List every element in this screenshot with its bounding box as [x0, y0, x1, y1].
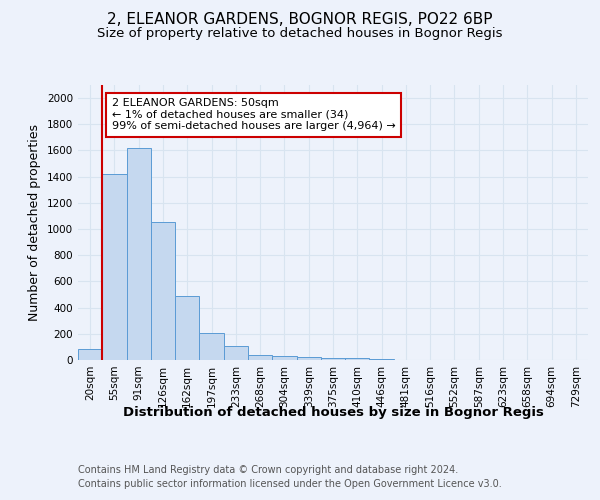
Bar: [127, 148, 151, 360]
Text: Distribution of detached houses by size in Bognor Regis: Distribution of detached houses by size …: [122, 406, 544, 419]
Bar: [296, 358, 321, 360]
Bar: [78, 349, 102, 360]
Bar: [272, 356, 296, 360]
Text: Contains HM Land Registry data © Crown copyright and database right 2024.
Contai: Contains HM Land Registry data © Crown c…: [78, 465, 502, 489]
Bar: [248, 355, 272, 360]
Bar: [224, 346, 248, 360]
Text: 2 ELEANOR GARDENS: 50sqm
← 1% of detached houses are smaller (34)
99% of semi-de: 2 ELEANOR GARDENS: 50sqm ← 1% of detache…: [112, 98, 396, 132]
Bar: [345, 358, 370, 360]
Bar: [321, 358, 345, 360]
Bar: [175, 296, 199, 360]
Bar: [102, 174, 127, 360]
Bar: [199, 333, 224, 360]
Text: Size of property relative to detached houses in Bognor Regis: Size of property relative to detached ho…: [97, 28, 503, 40]
Bar: [151, 222, 175, 360]
Y-axis label: Number of detached properties: Number of detached properties: [28, 124, 41, 321]
Text: 2, ELEANOR GARDENS, BOGNOR REGIS, PO22 6BP: 2, ELEANOR GARDENS, BOGNOR REGIS, PO22 6…: [107, 12, 493, 28]
